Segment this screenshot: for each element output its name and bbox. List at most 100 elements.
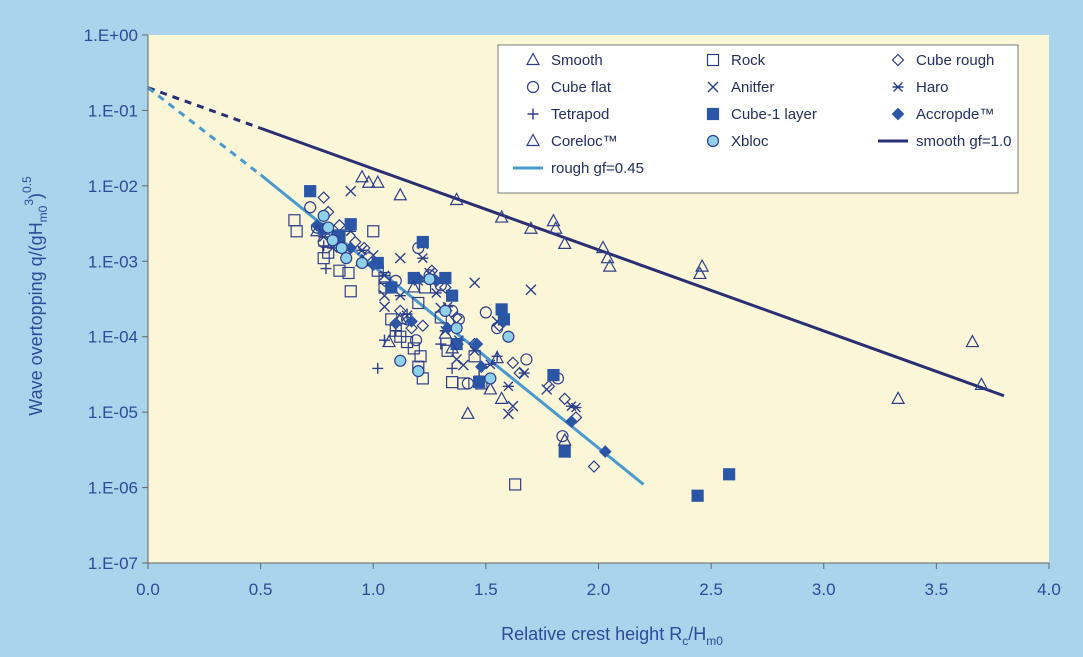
y-axis-title-sub-m0: m0 <box>36 205 50 222</box>
point-cube-rough <box>506 356 520 370</box>
point-rock <box>509 478 522 491</box>
point-cube-flat <box>409 334 423 347</box>
point-smooth <box>523 220 538 234</box>
point-accropde- <box>497 314 511 328</box>
point-accropde- <box>405 314 418 328</box>
x-tick-label: 2.0 <box>587 580 611 599</box>
x-axis-title-sub-c: c <box>682 634 688 648</box>
x-tick-label: 3.5 <box>925 580 949 599</box>
y-tick-label: 1.E-06 <box>88 479 138 498</box>
point-anitfer <box>507 400 519 412</box>
y-tick-label: 1.E-05 <box>88 403 138 422</box>
point-smooth <box>354 169 369 183</box>
legend-swatch-coreloc- <box>525 133 541 147</box>
point-xbloc <box>502 330 515 343</box>
point-cube-rough <box>393 304 407 318</box>
x-tick-label: 1.0 <box>361 580 385 599</box>
point-coreloc- <box>309 223 324 237</box>
point-smooth <box>891 391 906 404</box>
x-axis-title-text: Relative crest height Rc/Hm0 <box>501 624 723 648</box>
point-cube-rough <box>558 392 572 406</box>
point-anitfer <box>541 383 553 395</box>
x-tick-label: 2.5 <box>699 580 723 599</box>
point-haro <box>502 381 514 392</box>
point-smooth <box>974 377 989 390</box>
point-xbloc <box>394 354 407 367</box>
point-smooth <box>370 174 385 188</box>
point-haro <box>518 368 530 379</box>
point-rock <box>378 271 391 285</box>
point-xbloc <box>326 234 339 247</box>
x-axis-title-slash: /H <box>688 624 706 644</box>
point-smooth <box>602 258 617 272</box>
point-anitfer <box>451 353 463 365</box>
point-tetrapod <box>318 240 330 252</box>
legend-swatch-cube-1-layer <box>706 107 720 121</box>
point-anitfer <box>469 277 481 289</box>
point-rock <box>441 344 454 357</box>
point-cube-1-layer <box>439 271 452 285</box>
legend-label-cube-rough: Cube rough <box>916 52 994 69</box>
y-tick-label: 1.E+00 <box>84 26 138 45</box>
y-axis-title-sup-3: 3 <box>22 199 36 206</box>
point-rock <box>457 377 470 390</box>
point-cube-flat <box>556 430 569 443</box>
point-tetrapod <box>372 362 384 374</box>
point-accropde- <box>565 415 578 428</box>
point-anitfer <box>502 408 514 420</box>
point-xbloc <box>450 322 463 335</box>
point-smooth <box>595 240 611 254</box>
point-rock <box>412 296 425 310</box>
point-xbloc <box>439 304 452 317</box>
point-cube-1-layer <box>416 235 429 249</box>
point-smooth <box>557 236 572 250</box>
point-cube-1-layer <box>385 281 398 294</box>
point-smooth <box>600 250 615 264</box>
point-smooth <box>460 406 475 419</box>
point-cube-rough <box>405 321 418 335</box>
x-tick-label: 4.0 <box>1037 580 1061 599</box>
legend-swatch-smooth <box>525 52 541 66</box>
point-cube-1-layer <box>691 489 704 502</box>
legend-swatch-anitfer <box>707 81 719 93</box>
legend-label-xbloc: Xbloc <box>731 133 769 150</box>
point-xbloc <box>317 209 330 222</box>
point-smooth <box>361 174 376 188</box>
legend-swatch-accropde- <box>891 107 905 121</box>
point-cube-flat <box>479 306 492 319</box>
point-haro <box>417 253 429 264</box>
point-tetrapod <box>401 308 413 320</box>
point-smooth <box>494 209 509 223</box>
legend-label-rough-gf-0-45: rough gf=0.45 <box>551 160 644 177</box>
point-haro <box>484 359 496 370</box>
point-anitfer <box>379 301 391 313</box>
legend-label-cube-1-layer: Cube-1 layer <box>731 106 817 123</box>
point-anitfer <box>394 252 406 264</box>
point-xbloc <box>355 256 369 270</box>
point-rock <box>367 225 380 238</box>
point-anitfer <box>457 359 469 371</box>
point-haro <box>356 245 368 256</box>
point-rock <box>344 285 357 298</box>
point-cube-flat <box>491 322 504 335</box>
point-anitfer <box>345 185 357 197</box>
legend-swatch-cube-rough <box>891 53 905 67</box>
point-smooth <box>494 391 509 404</box>
point-cube-1-layer <box>723 468 736 481</box>
point-haro <box>379 270 391 281</box>
y-tick-label: 1.E-03 <box>88 252 138 271</box>
y-axis-title-paren: ) <box>26 193 46 199</box>
point-tetrapod <box>446 362 458 374</box>
point-accropde- <box>470 337 484 351</box>
point-rock <box>407 342 420 355</box>
data-points <box>288 169 989 502</box>
point-cube-1-layer <box>445 289 459 302</box>
x-axis-title-main: Relative crest height R <box>501 624 682 644</box>
legend-label-coreloc-: Coreloc™ <box>551 133 618 150</box>
point-cube-1-layer <box>547 368 560 382</box>
point-rock <box>333 264 346 277</box>
point-haro <box>430 287 442 298</box>
x-tick-label: 0.5 <box>249 580 273 599</box>
point-xbloc <box>423 273 436 286</box>
